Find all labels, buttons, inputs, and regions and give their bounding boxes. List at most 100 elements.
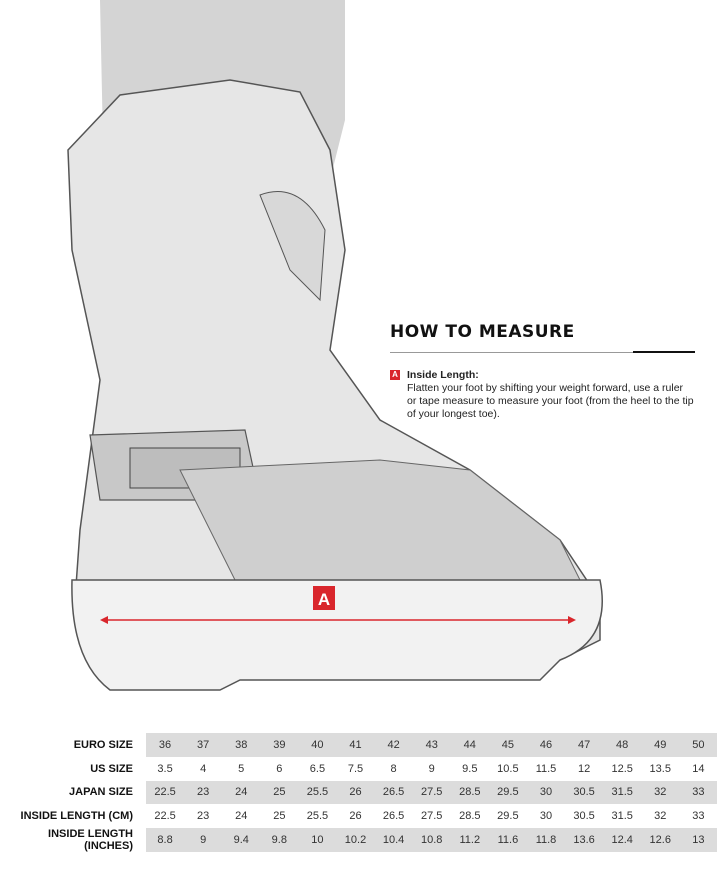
table-cell: 30 <box>539 810 553 823</box>
table-cell: 10.2 <box>336 828 375 853</box>
table-cell: 24 <box>235 810 248 823</box>
table-row: INSIDE LENGTH (INCHES) 8.8 9 9.4 9.8 10 10.2 10… <box>0 828 718 853</box>
table-cell: 11.5 <box>535 762 557 775</box>
marker-a-box <box>313 586 335 610</box>
table-row: INSIDE LENGTH (CM) 22.5 23 24 25 25.5 26 26.5 27… <box>0 804 717 829</box>
table-cell: 50 <box>679 733 718 757</box>
table-cell: 30.5 <box>565 780 604 805</box>
table-cell: 32 <box>654 810 667 823</box>
table-cell: 12 <box>577 762 591 775</box>
table-cell: 48 <box>603 733 642 757</box>
table-cell: 47 <box>565 733 604 757</box>
table-cell: 28.5 <box>450 780 489 805</box>
table-cell: 9.5 <box>462 762 478 775</box>
arrow-head-right <box>568 616 576 624</box>
table-cell: 11.8 <box>526 828 566 853</box>
table-cell: 12.5 <box>611 762 633 775</box>
size-table: EURO SIZE 36 37 38 39 40 41 42 43 44 45 46 47 48 49 50 U… <box>0 733 718 853</box>
table-cell: 25 <box>260 780 299 805</box>
title-divider <box>390 351 695 353</box>
table-cell: 27.5 <box>420 810 443 823</box>
row-label: JAPAN SIZE <box>0 780 146 805</box>
table-row: US SIZE 3.5 4 5 6 6.5 7.5 8 9 9.5 10.5 11.5 12 12.5 13… <box>0 756 717 781</box>
table-cell: 26.5 <box>374 780 413 805</box>
table-cell: 7.5 <box>347 762 364 775</box>
table-cell: 29.5 <box>497 810 519 823</box>
how-to-measure-title: HOW TO MEASURE <box>390 322 575 342</box>
table-cell: 23 <box>197 810 210 823</box>
table-cell: 9.8 <box>260 828 299 853</box>
table-cell: 9.4 <box>222 828 261 853</box>
table-cell: 11.6 <box>488 828 527 853</box>
table-cell: 22.5 <box>154 810 176 823</box>
table-cell: 38 <box>222 733 261 757</box>
how-to-measure-panel: HOW TO MEASURE A Inside Length: Flatten … <box>390 322 695 421</box>
table-cell: 31.5 <box>611 810 633 823</box>
inside-length-instruction: A Inside Length: Flatten your foot by sh… <box>390 369 695 421</box>
table-cell: 12.4 <box>603 828 642 853</box>
table-cell: 45 <box>488 733 527 757</box>
table-cell: 23 <box>184 780 223 805</box>
table-cell: 9 <box>428 762 435 775</box>
table-cell: 13 <box>679 828 718 853</box>
boot-sole <box>71 579 603 691</box>
table-cell: 11.2 <box>450 828 489 853</box>
table-cell: 36 <box>146 733 185 757</box>
table-cell: 6 <box>276 762 283 775</box>
table-cell: 5 <box>238 762 245 775</box>
table-cell: 22.5 <box>146 780 185 805</box>
table-cell: 42 <box>374 733 413 757</box>
table-cell: 27.5 <box>412 780 451 805</box>
table-cell: 14 <box>692 762 705 775</box>
table-cell: 10.5 <box>497 762 519 775</box>
inside-length-text: Flatten your foot by shifting your weigh… <box>407 382 694 420</box>
table-cell: 40 <box>298 733 337 757</box>
inside-length-title: Inside Length: <box>407 369 479 381</box>
table-cell: 31.5 <box>603 780 642 805</box>
table-cell: 30.5 <box>573 810 595 823</box>
table-cell: 4 <box>200 762 207 775</box>
marker-a-label: A <box>318 590 330 609</box>
table-cell: 26 <box>336 780 375 805</box>
boot-illustration: A <box>67 0 603 691</box>
table-cell: 41 <box>336 733 375 757</box>
marker-a-badge: A <box>390 370 400 380</box>
arrow-head-left <box>100 616 108 624</box>
table-cell: 43 <box>412 733 451 757</box>
row-label: INSIDE LENGTH (INCHES) <box>0 828 146 853</box>
table-cell: 24 <box>222 780 261 805</box>
boot-ankle-logo <box>259 191 326 302</box>
table-cell: 13.6 <box>565 828 604 853</box>
table-cell: 25 <box>273 810 286 823</box>
table-cell: 10 <box>298 828 337 853</box>
row-label: INSIDE LENGTH (CM) <box>0 804 146 829</box>
table-cell: 25.5 <box>298 780 337 805</box>
table-cell: 28.5 <box>459 810 481 823</box>
table-cell: 8 <box>390 762 397 775</box>
table-cell: 8.8 <box>146 828 185 853</box>
table-cell: 33 <box>679 780 718 805</box>
table-cell: 29.5 <box>488 780 527 805</box>
table-cell: 6.5 <box>309 762 326 775</box>
table-cell: 32 <box>641 780 680 805</box>
table-cell: 10.4 <box>374 828 413 853</box>
table-cell: 25.5 <box>306 810 329 823</box>
table-cell: 26 <box>349 810 362 823</box>
table-cell: 26.5 <box>382 810 405 823</box>
table-cell: 30 <box>526 780 566 805</box>
table-row: EURO SIZE 36 37 38 39 40 41 42 43 44 45 46 47 48 49 50 <box>0 733 718 757</box>
table-cell: 10.8 <box>412 828 451 853</box>
table-cell: 39 <box>260 733 299 757</box>
table-row: JAPAN SIZE 22.5 23 24 25 25.5 26 26.5 27.5 28.5 29… <box>0 780 718 805</box>
table-cell: 13.5 <box>649 762 671 775</box>
table-cell: 33 <box>692 810 705 823</box>
table-cell: 3.5 <box>157 762 173 775</box>
row-label: US SIZE <box>0 756 146 781</box>
row-label: EURO SIZE <box>0 733 146 757</box>
table-cell: 46 <box>526 733 566 757</box>
table-cell: 37 <box>184 733 223 757</box>
table-cell: 44 <box>450 733 489 757</box>
table-cell: 12.6 <box>641 828 680 853</box>
table-cell: 9 <box>184 828 223 853</box>
table-cell: 49 <box>641 733 680 757</box>
